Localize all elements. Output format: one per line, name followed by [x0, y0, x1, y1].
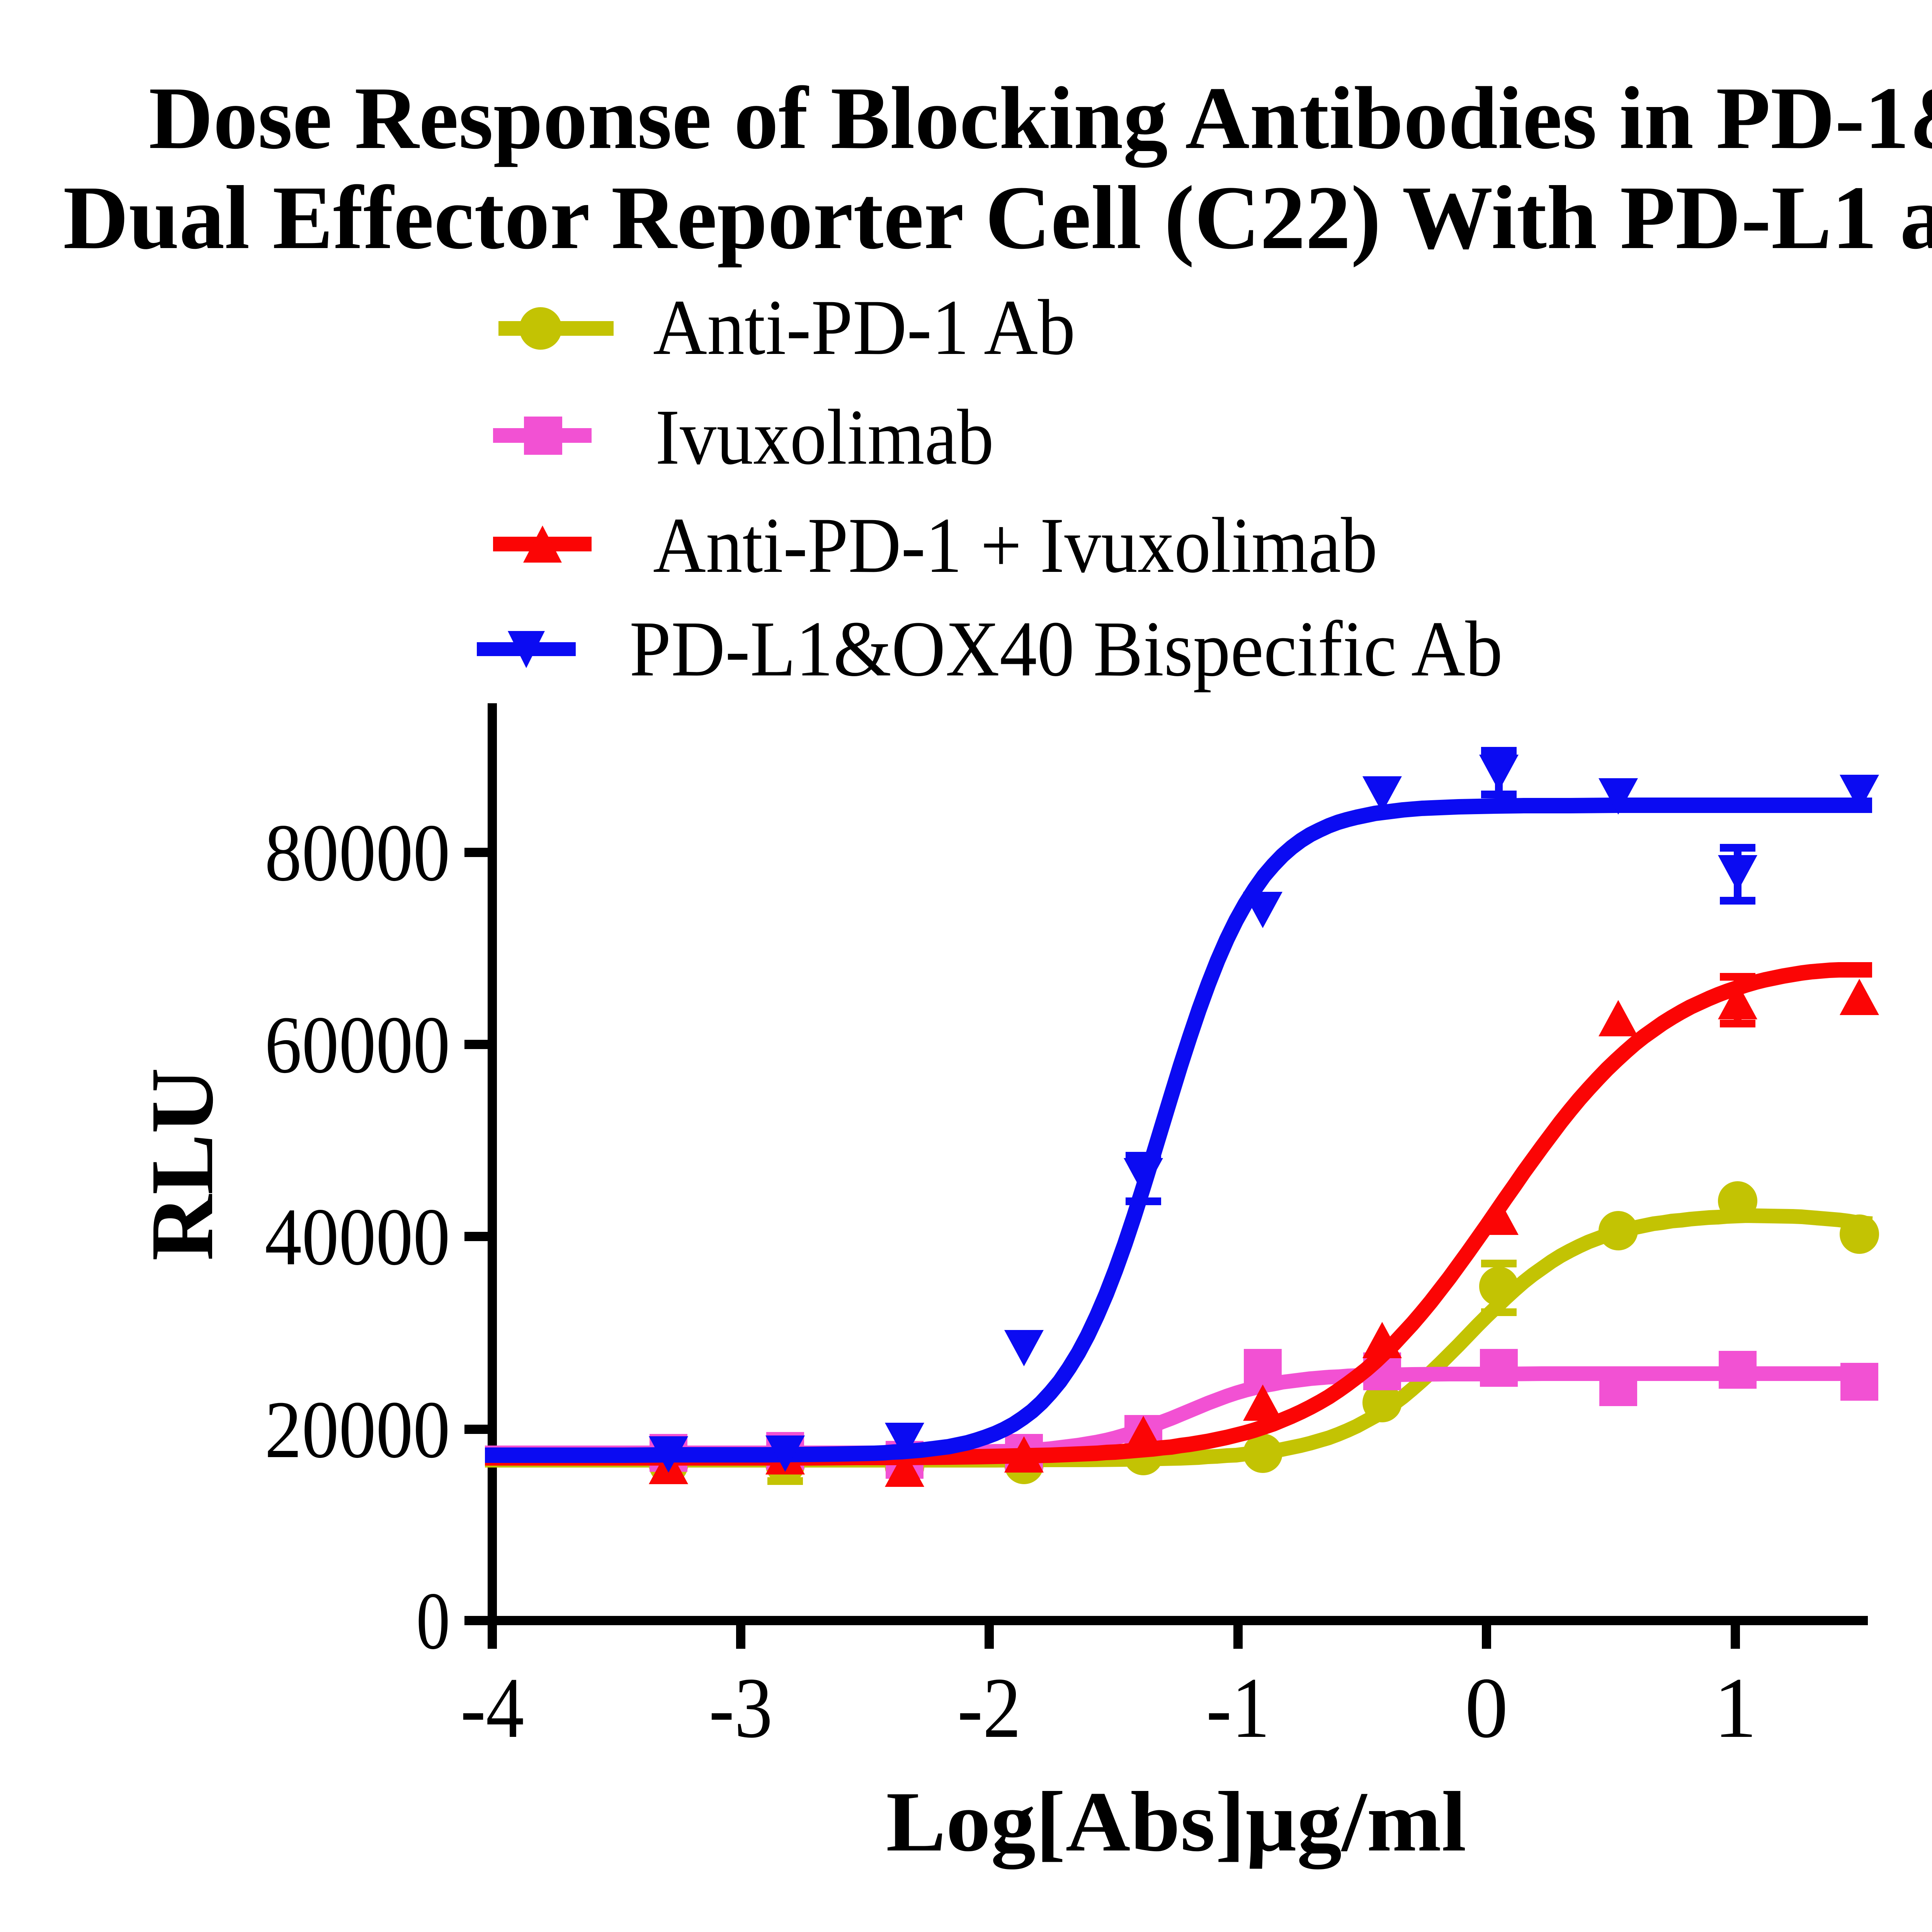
svg-text:80000: 80000 [265, 807, 450, 898]
svg-text:40000: 40000 [265, 1191, 450, 1282]
svg-text:Anti-PD-1 + Ivuxolimab: Anti-PD-1 + Ivuxolimab [653, 502, 1378, 589]
svg-text:Dose Response of Blocking Anti: Dose Response of Blocking Antibodies in … [149, 68, 1932, 168]
svg-text:-3: -3 [709, 1660, 773, 1756]
svg-text:0: 0 [416, 1575, 450, 1666]
svg-text:Dual Effector Reporter Cell (C: Dual Effector Reporter Cell (C22) With P… [63, 167, 1932, 268]
svg-text:-4: -4 [461, 1660, 524, 1756]
svg-text:-1: -1 [1206, 1660, 1270, 1756]
svg-text:PD-L1&OX40 Bispecific Ab: PD-L1&OX40 Bispecific Ab [629, 605, 1503, 693]
svg-text:-2: -2 [957, 1660, 1021, 1756]
svg-text:Ivuxolimab: Ivuxolimab [655, 393, 994, 481]
svg-text:1: 1 [1714, 1660, 1757, 1756]
svg-text:Log[Abs]µg/ml: Log[Abs]µg/ml [886, 1774, 1466, 1869]
svg-text:RLU: RLU [133, 1068, 232, 1261]
svg-text:Anti-PD-1 Ab: Anti-PD-1 Ab [653, 284, 1075, 371]
svg-text:60000: 60000 [265, 999, 450, 1090]
svg-text:0: 0 [1465, 1660, 1508, 1756]
svg-text:20000: 20000 [265, 1384, 450, 1475]
